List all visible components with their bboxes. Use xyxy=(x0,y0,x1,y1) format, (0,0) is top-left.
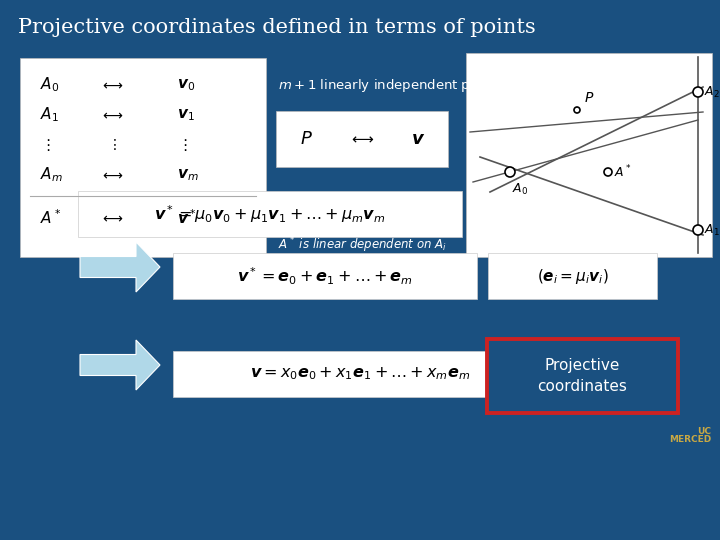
Text: $(\boldsymbol{e}_i = \mu_i \boldsymbol{v}_i)$: $(\boldsymbol{e}_i = \mu_i \boldsymbol{v… xyxy=(536,267,608,286)
Text: $\longleftrightarrow$: $\longleftrightarrow$ xyxy=(100,211,124,225)
FancyBboxPatch shape xyxy=(173,351,547,397)
FancyBboxPatch shape xyxy=(276,111,448,167)
FancyBboxPatch shape xyxy=(488,253,657,299)
Polygon shape xyxy=(80,340,160,390)
Text: $\vdots$: $\vdots$ xyxy=(107,138,117,152)
Text: $\boldsymbol{v} = x_0\boldsymbol{e}_0 + x_1\boldsymbol{e}_1 + \ldots + x_m\bolds: $\boldsymbol{v} = x_0\boldsymbol{e}_0 + … xyxy=(250,366,470,382)
Text: $\vdots$: $\vdots$ xyxy=(177,137,187,153)
Circle shape xyxy=(693,87,703,97)
FancyBboxPatch shape xyxy=(78,191,462,237)
Text: $\boldsymbol{v}^*$: $\boldsymbol{v}^*$ xyxy=(177,208,197,227)
Text: $\boldsymbol{v}$: $\boldsymbol{v}$ xyxy=(411,130,425,148)
Circle shape xyxy=(693,225,703,235)
Text: $\boldsymbol{v}^* = \boldsymbol{e}_0 + \boldsymbol{e}_1 + \ldots + \boldsymbol{e: $\boldsymbol{v}^* = \boldsymbol{e}_0 + \… xyxy=(237,265,413,287)
Text: $A_1$: $A_1$ xyxy=(704,222,720,238)
FancyBboxPatch shape xyxy=(20,58,266,257)
Text: $A_1$: $A_1$ xyxy=(40,106,59,124)
Text: $\vdots$: $\vdots$ xyxy=(40,137,50,153)
Text: $A_0$: $A_0$ xyxy=(512,182,528,197)
Text: $\boldsymbol{v}^* = \mu_0\boldsymbol{v}_0 + \mu_1\boldsymbol{v}_1 + \ldots + \mu: $\boldsymbol{v}^* = \mu_0\boldsymbol{v}_… xyxy=(154,203,386,225)
Text: UC: UC xyxy=(697,428,711,436)
Text: $\longleftrightarrow$: $\longleftrightarrow$ xyxy=(349,132,375,146)
Text: $A_m$: $A_m$ xyxy=(40,166,63,184)
Text: $\longleftrightarrow$: $\longleftrightarrow$ xyxy=(100,108,124,122)
Text: $A^*$: $A^*$ xyxy=(40,208,61,227)
Text: Projective coordinates defined in terms of points: Projective coordinates defined in terms … xyxy=(18,18,536,37)
Text: $A_0$: $A_0$ xyxy=(40,76,59,94)
FancyBboxPatch shape xyxy=(173,253,477,299)
Text: $A^*$: $A^*$ xyxy=(614,164,632,180)
Text: Projective
coordinates: Projective coordinates xyxy=(538,358,627,394)
Circle shape xyxy=(505,167,515,177)
Polygon shape xyxy=(80,242,160,292)
Circle shape xyxy=(574,107,580,113)
Text: $\boldsymbol{v}_0$: $\boldsymbol{v}_0$ xyxy=(177,77,195,93)
FancyBboxPatch shape xyxy=(487,339,678,413)
Text: $\boldsymbol{v}_1$: $\boldsymbol{v}_1$ xyxy=(177,107,195,123)
Text: $\boldsymbol{v}_m$: $\boldsymbol{v}_m$ xyxy=(177,167,199,183)
Text: MERCED: MERCED xyxy=(669,435,711,444)
Text: $P$: $P$ xyxy=(584,91,594,105)
Circle shape xyxy=(604,168,612,176)
FancyBboxPatch shape xyxy=(466,53,712,257)
Text: $A_2$: $A_2$ xyxy=(704,84,720,99)
Text: $A^*$ is linear dependent on $A_i$: $A^*$ is linear dependent on $A_i$ xyxy=(278,235,447,255)
Text: $\longleftrightarrow$: $\longleftrightarrow$ xyxy=(100,78,124,92)
Text: $\longleftrightarrow$: $\longleftrightarrow$ xyxy=(100,168,124,182)
Text: $m+1$ linearly independent points: $m+1$ linearly independent points xyxy=(278,77,503,93)
Text: $P$: $P$ xyxy=(300,130,312,148)
